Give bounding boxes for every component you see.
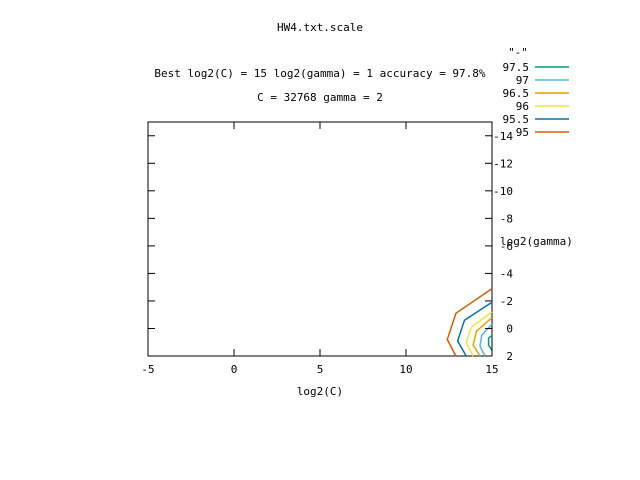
x-tick-label: 0 [231, 363, 238, 376]
x-axis-label: log2(C) [297, 385, 343, 398]
legend-label-96.5: 96.5 [503, 87, 530, 100]
legend-label-95: 95 [516, 126, 529, 139]
chart-subtitle-line-1: Best log2(C) = 15 log2(gamma) = 1 accura… [154, 67, 486, 80]
contour-line-95.5 [456, 301, 493, 357]
y-tick-label: -6 [500, 240, 513, 253]
y-tick-label: -2 [500, 295, 513, 308]
y-axis-label: log2(gamma) [500, 235, 573, 248]
legend-label-97.5: 97.5 [503, 61, 530, 74]
contour-line-96 [465, 311, 493, 357]
y-axis-ticks: -14 -12 -10 -8 -6 -4 -2 0 2 [148, 130, 513, 363]
contour-line-95 [446, 287, 493, 357]
chart-subtitle-line-2: C = 32768 gamma = 2 [257, 91, 383, 104]
y-tick-label: 2 [506, 350, 513, 363]
x-tick-label: -5 [141, 363, 154, 376]
plot-frame [147, 121, 493, 357]
y-tick-label: -10 [493, 185, 513, 198]
y-tick-label: -12 [493, 157, 513, 170]
chart-title: HW4.txt.scale [277, 21, 363, 34]
y-tick-label: 0 [506, 322, 513, 335]
legend-title: "-" [508, 46, 528, 59]
contour-line-96.5 [472, 316, 493, 357]
legend-label-95.5: 95.5 [503, 113, 530, 126]
contour-lines [446, 287, 493, 357]
x-axis-ticks: -5 0 5 10 15 [141, 122, 499, 376]
x-tick-label: 15 [485, 363, 498, 376]
y-tick-label: -14 [493, 130, 513, 143]
contour-line-97.5 [487, 334, 493, 351]
x-tick-label: 5 [317, 363, 324, 376]
x-tick-label: 10 [399, 363, 412, 376]
y-tick-label: -4 [500, 267, 514, 280]
contour-line-97 [479, 323, 493, 357]
legend-label-96: 96 [516, 100, 529, 113]
legend-label-97: 97 [516, 74, 529, 87]
y-tick-label: -8 [500, 212, 513, 225]
